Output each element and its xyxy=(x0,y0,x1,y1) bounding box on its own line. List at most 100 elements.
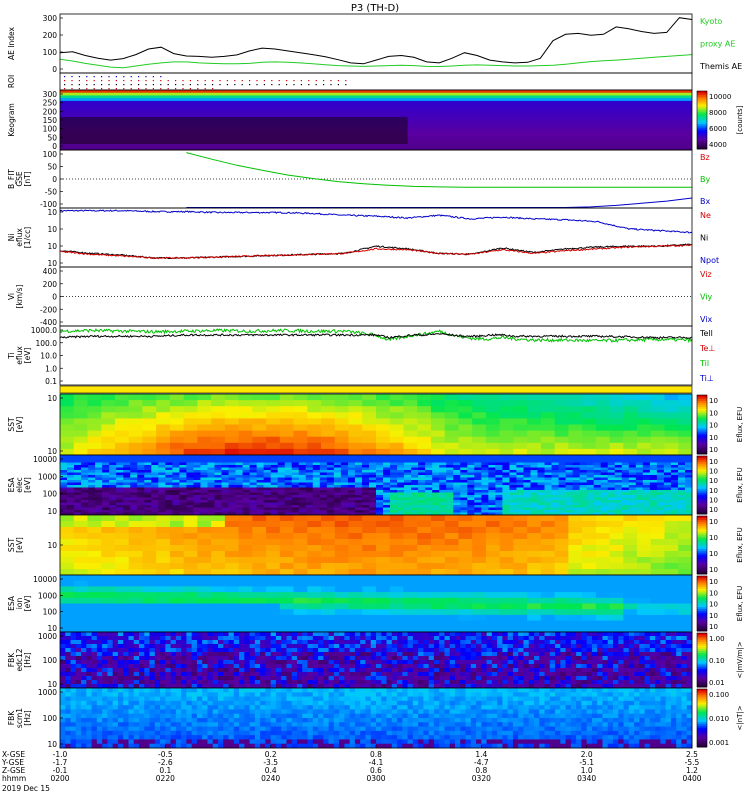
heat-cell xyxy=(678,503,685,506)
heat-cell xyxy=(458,515,472,521)
heat-cell xyxy=(643,508,650,511)
heat-cell xyxy=(637,418,651,425)
heat-cell xyxy=(280,406,294,413)
heat-cell xyxy=(530,468,537,471)
heat-cell xyxy=(481,508,488,511)
colorbar-tick-label: 10 xyxy=(709,434,718,442)
heat-cell xyxy=(344,668,350,672)
heat-cell xyxy=(538,463,545,466)
heat-cell xyxy=(445,575,459,581)
heat-cell xyxy=(472,437,486,444)
heat-cell xyxy=(76,636,82,640)
heat-cell xyxy=(202,632,208,636)
heat-cell xyxy=(76,656,82,660)
heat-cell xyxy=(623,609,637,615)
heat-cell xyxy=(92,672,98,676)
roi-dot xyxy=(160,88,161,89)
heat-cell xyxy=(113,660,119,664)
heat-cell xyxy=(292,503,299,506)
heat-cell xyxy=(622,473,629,476)
heat-cell xyxy=(376,470,383,473)
heat-cell xyxy=(637,533,651,539)
heat-cell xyxy=(292,656,298,660)
heat-cell xyxy=(101,621,115,627)
heat-cell xyxy=(236,498,243,501)
heat-cell xyxy=(243,488,250,491)
heat-cell xyxy=(87,437,101,444)
heat-cell xyxy=(629,470,636,473)
heat-cell xyxy=(211,418,225,425)
heat-cell xyxy=(495,490,502,493)
heat-cell xyxy=(86,660,92,664)
heat-cell xyxy=(601,488,608,491)
heat-cell xyxy=(213,676,219,680)
heat-cell xyxy=(271,648,277,652)
heat-cell xyxy=(390,598,404,604)
heat-cell xyxy=(417,449,431,456)
heat-cell xyxy=(134,656,140,660)
heat-cell xyxy=(225,598,239,604)
heat-cell xyxy=(500,615,514,621)
heat-cell xyxy=(362,598,376,604)
heat-cell xyxy=(637,425,651,432)
heat-cell xyxy=(71,640,77,644)
heat-cell xyxy=(179,478,186,481)
heat-cell xyxy=(349,592,363,598)
heat-cell xyxy=(392,644,398,648)
heat-cell xyxy=(280,533,294,539)
heat-cell xyxy=(294,545,308,551)
heat-cell xyxy=(460,480,467,483)
heat-cell xyxy=(165,488,172,491)
heat-cell xyxy=(186,500,193,503)
heat-cell xyxy=(335,569,349,575)
heat-cell xyxy=(329,648,335,652)
heat-cell xyxy=(594,503,601,506)
heat-cell xyxy=(481,475,488,478)
heat-cell xyxy=(158,463,165,466)
heat-cell xyxy=(292,468,299,471)
heat-cell xyxy=(321,449,335,456)
heat-cell xyxy=(472,626,486,632)
heat-cell xyxy=(362,490,369,493)
heat-cell xyxy=(294,394,308,401)
heat-cell xyxy=(545,505,552,508)
heat-cell xyxy=(265,648,271,652)
heat-cell xyxy=(513,539,527,545)
heat-cell xyxy=(172,458,179,461)
heat-cell xyxy=(285,473,292,476)
heat-cell xyxy=(244,648,250,652)
heat-cell xyxy=(610,412,624,419)
heat-cell xyxy=(417,515,431,521)
heat-cell xyxy=(170,406,184,413)
heat-cell xyxy=(129,418,143,425)
heat-cell xyxy=(446,465,453,468)
heat-cell xyxy=(281,680,287,684)
heat-cell xyxy=(101,545,115,551)
heat-cell xyxy=(527,604,541,610)
heat-cell xyxy=(255,676,261,680)
heat-cell xyxy=(348,483,355,486)
heat-cell xyxy=(292,480,299,483)
heat-cell xyxy=(74,480,81,483)
heat-cell xyxy=(197,533,211,539)
heat-cell xyxy=(285,490,292,493)
heat-cell xyxy=(413,644,419,648)
heat-cell xyxy=(403,521,417,527)
heat-cell xyxy=(341,455,348,458)
heat-cell xyxy=(390,437,404,444)
heat-cell xyxy=(176,660,182,664)
heat-cell xyxy=(181,648,187,652)
heat-cell xyxy=(285,495,292,498)
heat-cell xyxy=(431,394,445,401)
heat-cell xyxy=(383,498,390,501)
heat-cell xyxy=(527,551,541,557)
heat-cell xyxy=(223,676,229,680)
heat-cell xyxy=(257,480,264,483)
heat-cell xyxy=(144,505,151,508)
heat-cell xyxy=(156,412,170,419)
heat-cell xyxy=(60,660,66,664)
heat-cell xyxy=(383,480,390,483)
heat-cell xyxy=(481,468,488,471)
roi-dot xyxy=(79,80,80,81)
heat-cell xyxy=(472,418,486,425)
